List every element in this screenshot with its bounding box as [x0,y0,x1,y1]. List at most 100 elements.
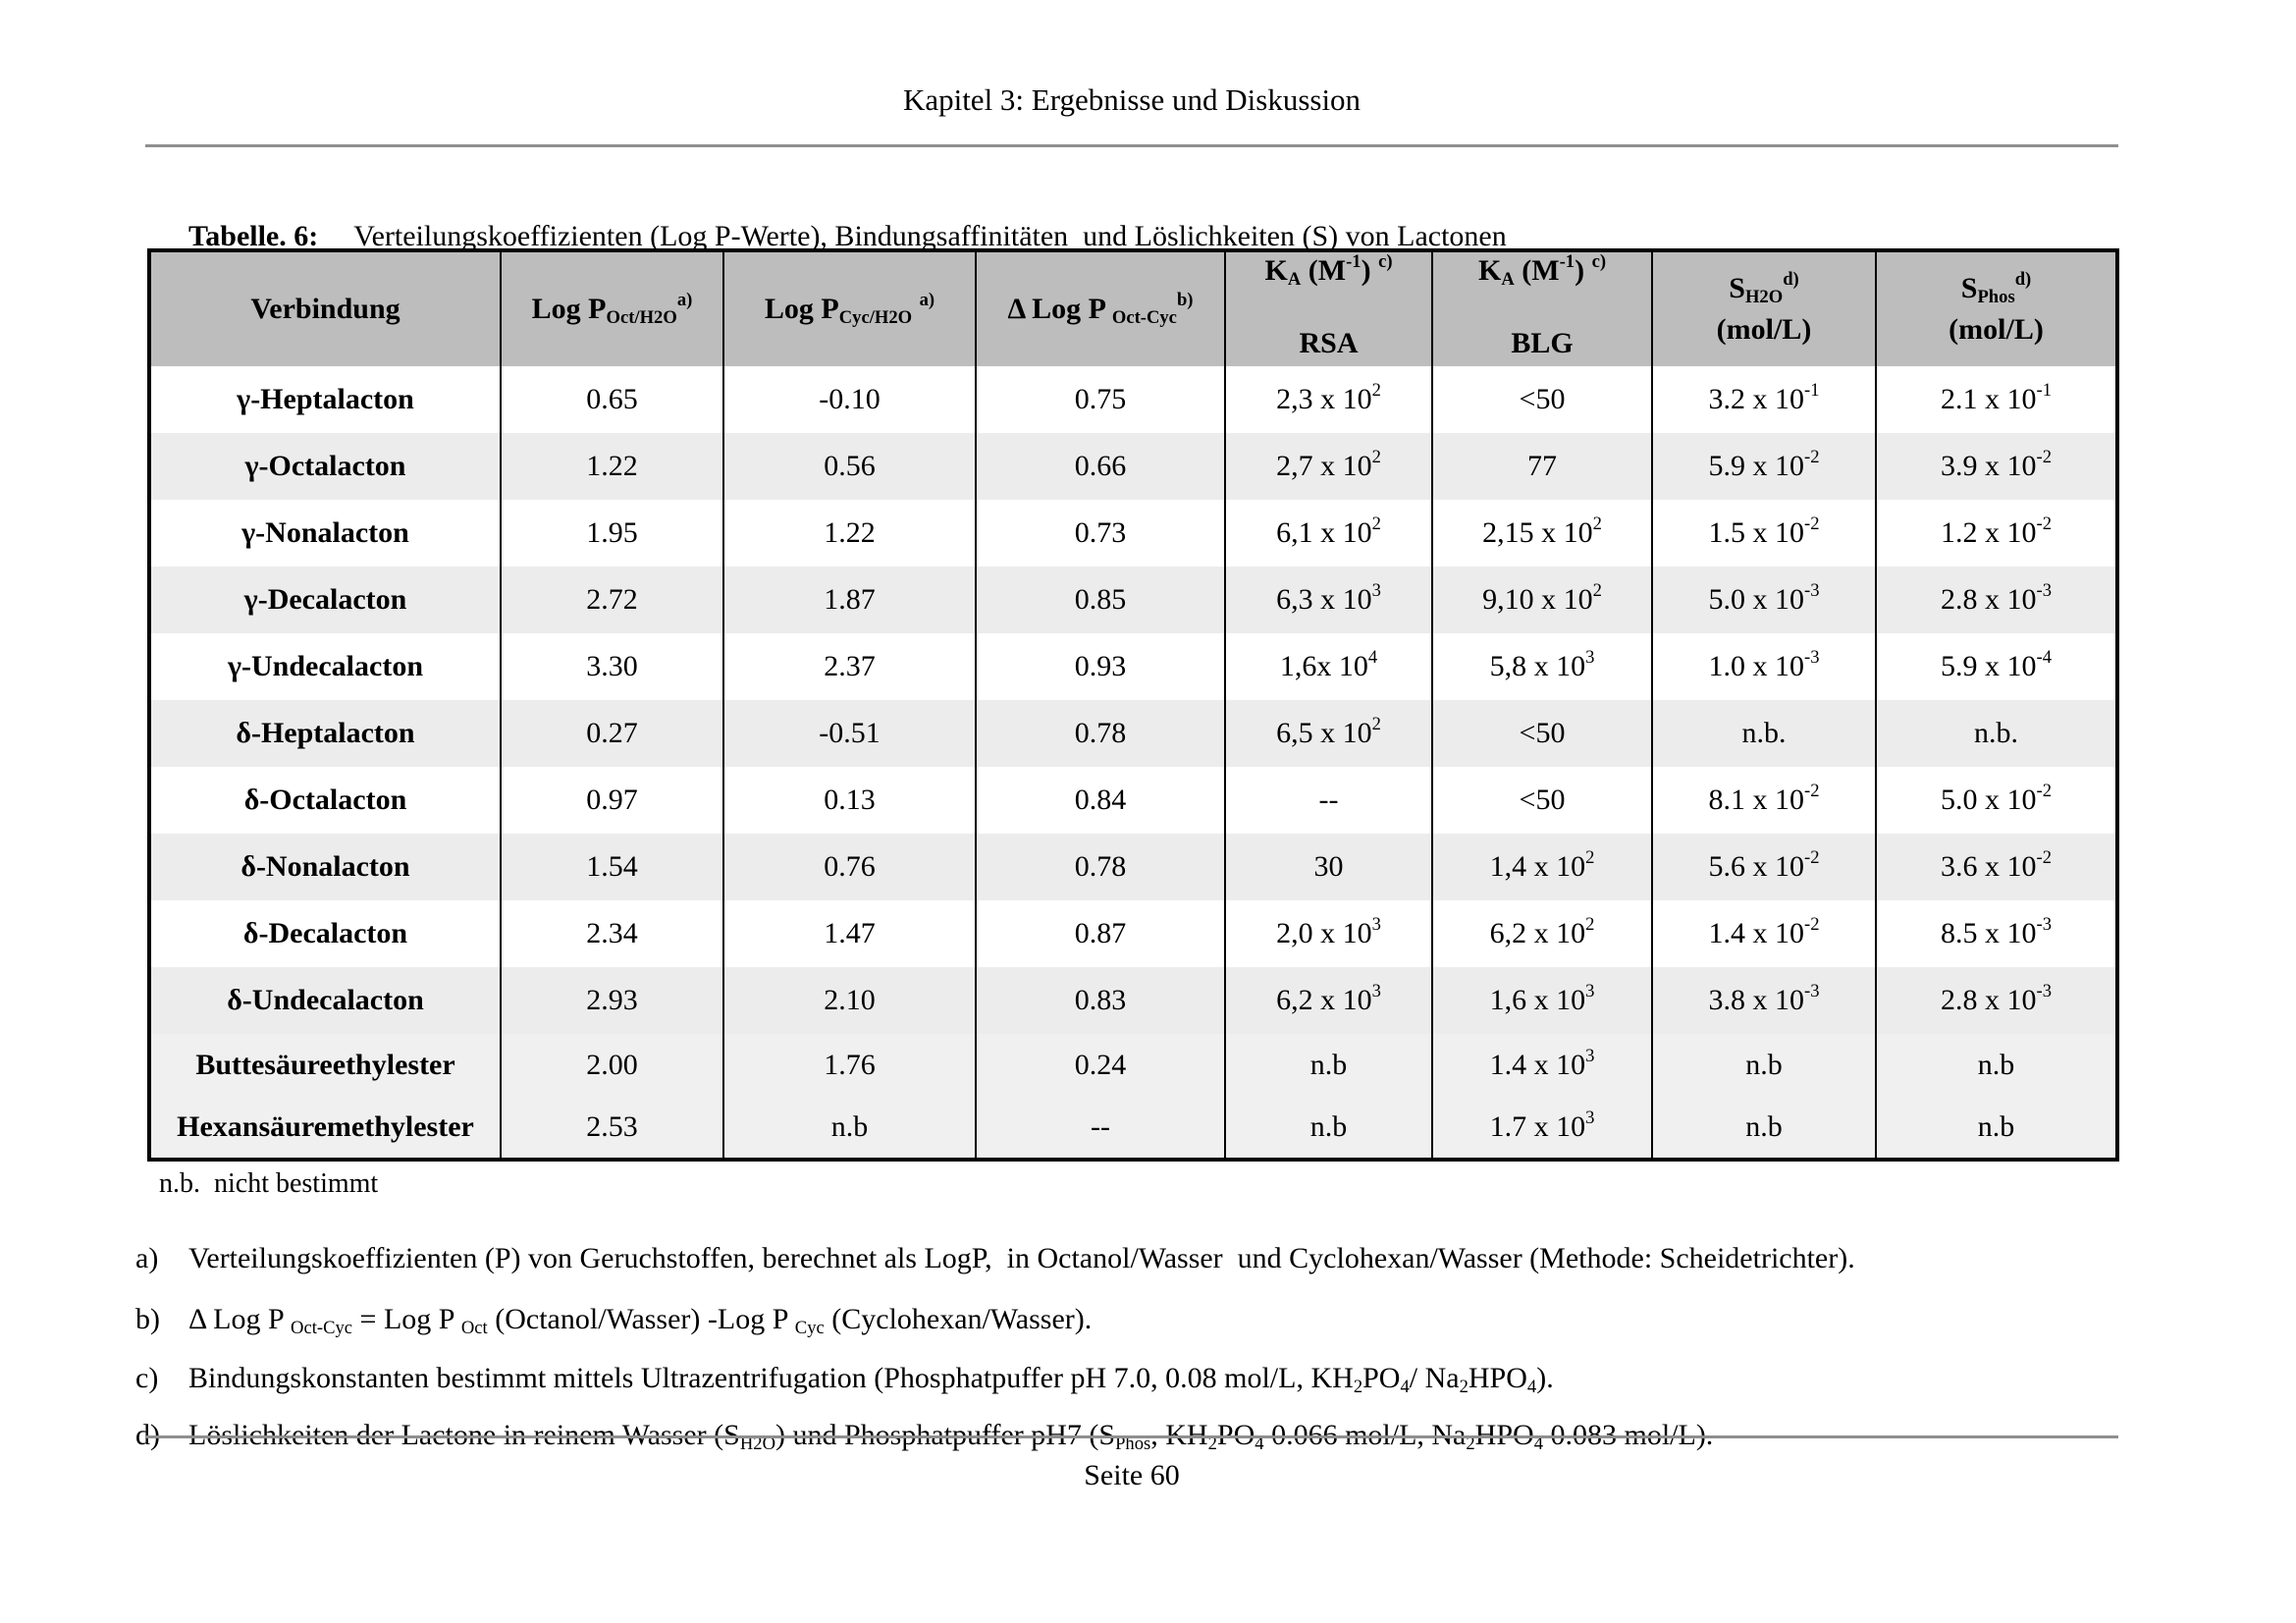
col-header-s-phos-bottom: (mol/L) [1949,313,2044,346]
table-body: γ-Heptalacton 0.65 -0.10 0.75 2,3 x 102 <50 3.… [149,366,2117,1160]
value-cell: 2,0 x 103 [1224,900,1432,967]
value-cell: 2.53 [500,1097,723,1160]
lactone-data-table: Verbindung Log POct/H2Oa) Log PCyc/H2O a… [147,248,2119,1162]
value-cell: 5.6 x 10-2 [1651,834,1876,900]
value-cell: 0.93 [975,633,1225,700]
compound-name-cell: γ-Nonalacton [241,516,409,549]
footnote-c: c) Bindungskonstanten bestimmt mittels Ul… [106,1328,1554,1429]
col-header-s-h2o: SH2Od) (mol/L) [1651,250,1876,366]
compound-name-cell: γ-Undecalacton [227,650,423,682]
value-cell: 5.0 x 10-3 [1651,567,1876,633]
value-cell: n.b [1224,1034,1432,1097]
value-cell: 0.87 [975,900,1225,967]
value-cell: 1,6x 104 [1224,633,1432,700]
value-cell: 0.27 [500,700,723,767]
footnote-c-label: c) [135,1362,159,1394]
col-header-delta-logp: Δ Log P Oct-Cycb) [975,250,1225,366]
value-cell: <50 [1431,767,1652,834]
compound-name-cell: δ-Undecalacton [227,984,424,1016]
footnote-d-text: Löslichkeiten der Lactone in reinem Wass… [188,1419,1714,1455]
value-cell: 30 [1224,834,1432,900]
compound-name-cell: δ-Heptalacton [236,717,415,749]
table-row: γ-Nonalacton 1.95 1.22 0.73 6,1 x 102 2,15 x … [149,500,2117,567]
footnote-a-text: Verteilungskoeffizienten (P) von Geruchs… [188,1242,1855,1274]
value-cell: 1.4 x 103 [1431,1034,1652,1097]
value-cell: 1.87 [722,567,976,633]
table-row: γ-Undecalacton 3.30 2.37 0.93 1,6x 104 5,8 x … [149,633,2117,700]
footnote-b: b) Δ Log P Oct-Cyc = Log P Oct (Octanol/W… [106,1270,1092,1370]
value-cell: n.b [1875,1034,2117,1097]
value-cell: 0.97 [500,767,723,834]
page-number: Seite 60 [1084,1459,1180,1491]
value-cell: 0.85 [975,567,1225,633]
footnote-b-text: Δ Log P Oct-Cyc = Log P Oct (Octanol/Was… [188,1303,1093,1339]
value-cell: 3.9 x 10-2 [1875,433,2117,500]
value-cell: 6,3 x 103 [1224,567,1432,633]
value-cell: 3.8 x 10-3 [1651,967,1876,1034]
value-cell: 6,2 x 103 [1224,967,1432,1034]
caption-text: Verteilungskoeffizienten (Log P-Werte), … [353,220,1507,252]
value-cell: n.b [722,1097,976,1160]
table-row: δ-Octalacton 0.97 0.13 0.84 -- <50 8.1 x 10-2 5… [149,767,2117,834]
compound-name-cell: Buttesäureethylester [195,1049,455,1081]
compound-name-cell: γ-Octalacton [244,450,406,482]
compound-name-cell: δ-Decalacton [242,917,408,949]
value-cell: 3.6 x 10-2 [1875,834,2117,900]
col-header-s-h2o-bottom: (mol/L) [1716,313,1812,346]
footer-rule [145,1435,2118,1438]
col-header-ka-blg-bottom: BLG [1511,327,1574,359]
col-header-ka-rsa-bottom: RSA [1299,327,1359,359]
value-cell: 0.24 [975,1034,1225,1097]
value-cell: 5.9 x 10-2 [1651,433,1876,500]
value-cell: 3.2 x 10-1 [1651,366,1876,433]
value-cell: 1.95 [500,500,723,567]
running-header: Kapitel 3: Ergebnisse und Diskussion [902,82,1362,117]
table-row: δ-Decalacton 2.34 1.47 0.87 2,0 x 103 6,2 x 1… [149,900,2117,967]
value-cell: 1.76 [722,1034,976,1097]
compound-name-cell: γ-Decalacton [243,583,407,616]
table-caption: Tabelle. 6: Verteilungskoeffizienten (Log… [159,187,1507,287]
footnote-c-text: Bindungskonstanten bestimmt mittels Ultr… [188,1362,1554,1398]
col-header-ka-rsa-top: KA (M-1) c) [1264,250,1393,291]
header-rule [145,144,2118,147]
col-header-verbindung: Verbindung [250,293,400,325]
value-cell: n.b. [1651,700,1876,767]
value-cell: 2.10 [722,967,976,1034]
table-row: Buttesäureethylester 2.00 1.76 0.24 n.b 1.4 x… [149,1034,2117,1097]
col-header-s-phos: SPhosd) (mol/L) [1875,250,2117,366]
value-cell: 1.7 x 103 [1431,1097,1652,1160]
value-cell: 6,1 x 102 [1224,500,1432,567]
value-cell: 1.0 x 10-3 [1651,633,1876,700]
table-row: δ-Nonalacton 1.54 0.76 0.78 30 1,4 x 102 5.6 x… [149,834,2117,900]
value-cell: 5,8 x 103 [1431,633,1652,700]
value-cell: 2.34 [500,900,723,967]
table-row: γ-Decalacton 2.72 1.87 0.85 6,3 x 103 9,10 x … [149,567,2117,633]
value-cell: 0.76 [722,834,976,900]
value-cell: <50 [1431,366,1652,433]
compound-name-cell: Hexansäuremethylester [177,1110,474,1143]
value-cell: 1.5 x 10-2 [1651,500,1876,567]
value-cell: 2,15 x 102 [1431,500,1652,567]
table-row: Hexansäuremethylester 2.53 n.b -- n.b 1.7 x 1… [149,1097,2117,1160]
col-header-ka-blg-top: KA (M-1) c) [1477,250,1607,291]
value-cell: <50 [1431,700,1652,767]
col-header-logp-oct: Log POct/H2Oa) [500,250,723,366]
footnote-a-label: a) [135,1242,159,1274]
compound-name-cell: δ-Octalacton [243,784,407,816]
value-cell: 2.37 [722,633,976,700]
caption-label: Tabelle. 6: [188,220,319,252]
value-cell: n.b [1875,1097,2117,1160]
table-row: δ-Undecalacton 2.93 2.10 0.83 6,2 x 103 1,6 x… [149,967,2117,1034]
value-cell: 0.66 [975,433,1225,500]
value-cell: 6,5 x 102 [1224,700,1432,767]
value-cell: 8.1 x 10-2 [1651,767,1876,834]
value-cell: 0.73 [975,500,1225,567]
value-cell: 2.8 x 10-3 [1875,967,2117,1034]
value-cell: 1.22 [500,433,723,500]
value-cell: 0.75 [975,366,1225,433]
value-cell: 6,2 x 102 [1431,900,1652,967]
value-cell: 1.2 x 10-2 [1875,500,2117,567]
value-cell: 0.84 [975,767,1225,834]
value-cell: 9,10 x 102 [1431,567,1652,633]
footnote-nb: n.b. nicht bestimmt [159,1168,379,1199]
